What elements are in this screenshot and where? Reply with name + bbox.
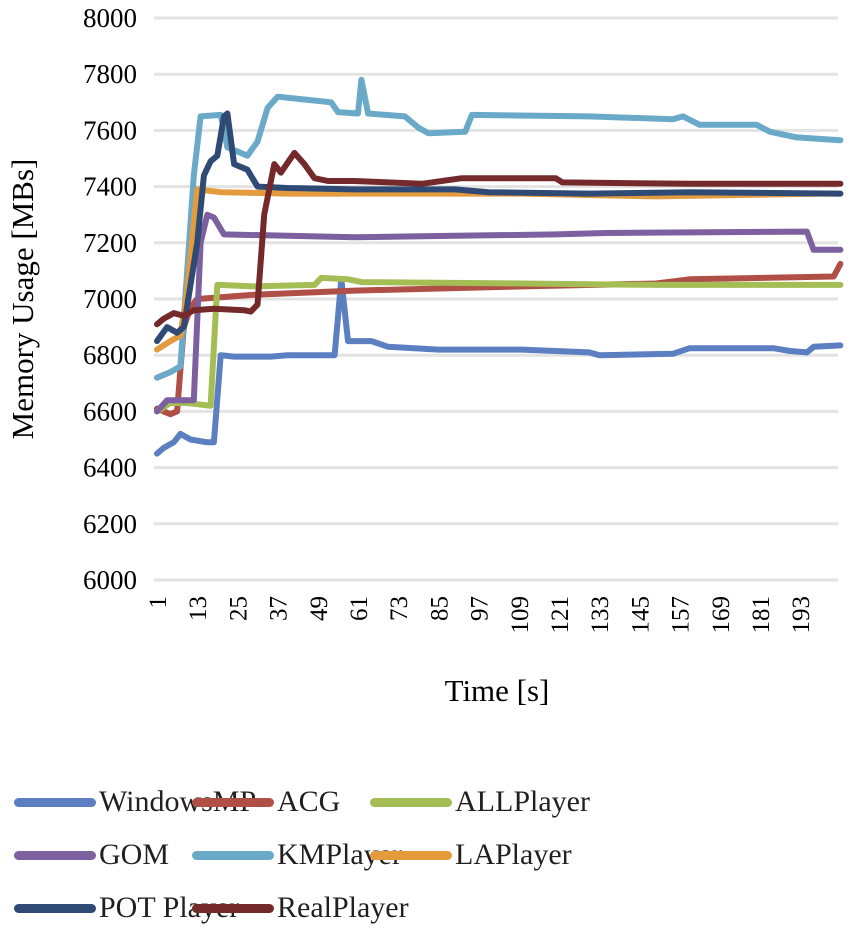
legend-label: RealPlayer [277,891,409,924]
y-tick-label: 6600 [83,396,137,426]
memory-usage-chart: 6000 6200 6400 6600 6800 7000 7200 7400 7600 7800… [5,3,844,708]
series-line-gom [154,211,844,415]
legend-swatch [14,850,96,860]
legend: WindowsMP ACG ALLPlayer GOM KMPlayer LAP… [0,770,850,927]
y-tick-label: 6400 [83,453,137,483]
x-tick-label: 61 [346,596,373,621]
legend-label: ACG [277,785,341,818]
y-tick-label: 6000 [83,565,137,595]
series-line-acg [154,260,844,418]
y-tick-label: 7400 [83,172,137,202]
legend-label: ALLPlayer [455,785,590,818]
x-tick-label: 121 [547,596,574,634]
x-tick-label: 133 [587,596,614,634]
y-tick-label: 7000 [83,284,137,314]
y-tick-label: 7200 [83,228,137,258]
legend-swatch [370,850,452,860]
series-line-kmplayer [154,76,844,381]
legend-swatch [192,903,274,913]
x-tick-label: 13 [185,596,212,621]
legend-swatch [370,797,452,807]
series-line-pot-player [154,110,844,345]
legend-item-acg: ACG [192,782,340,822]
x-tick-label: 73 [386,596,413,621]
legend-item-laplayer: LAPlayer [370,835,572,875]
x-tick-label: 25 [225,596,252,621]
legend-swatch [14,797,96,807]
series-lines [154,76,844,457]
legend-item-allplayer: ALLPlayer [370,782,590,822]
gridlines [154,16,838,582]
legend-item-realplayer: RealPlayer [192,888,409,928]
x-tick-label: 37 [266,596,293,621]
x-tick-label: 157 [668,596,695,634]
y-tick-label: 6200 [83,509,137,539]
x-axis-ticks: 1 13 25 37 49 61 73 85 97 109 121 133 145 157 169 181 19… [145,596,815,634]
x-tick-label: 109 [507,596,534,634]
series-line-realplayer [154,149,844,328]
x-tick-label: 49 [306,596,333,621]
x-tick-label: 145 [627,596,654,634]
y-tick-label: 8000 [83,3,137,33]
x-tick-label: 1 [145,596,172,609]
series-line-allplayer [154,274,844,415]
x-tick-label: 181 [748,596,775,634]
x-tick-label: 85 [426,596,453,621]
y-tick-label: 6800 [83,340,137,370]
legend-label: LAPlayer [455,838,572,871]
x-tick-label: 97 [467,596,494,621]
y-tick-label: 7800 [83,59,137,89]
legend-item-gom: GOM [14,835,169,875]
legend-swatch [192,797,274,807]
legend-swatch [14,903,96,913]
x-tick-label: 169 [708,596,735,634]
series-line-laplayer [154,186,844,353]
y-axis-title: Memory Usage [MBs] [5,159,40,440]
legend-swatch [192,850,274,860]
y-tick-label: 7600 [83,115,137,145]
legend-label: GOM [99,838,170,871]
x-axis-title: Time [s] [445,673,550,708]
y-axis-ticks: 6000 6200 6400 6600 6800 7000 7200 7400 7600 7800… [83,3,137,595]
series-line-windowsmp [154,276,844,457]
x-tick-label: 193 [788,596,815,634]
